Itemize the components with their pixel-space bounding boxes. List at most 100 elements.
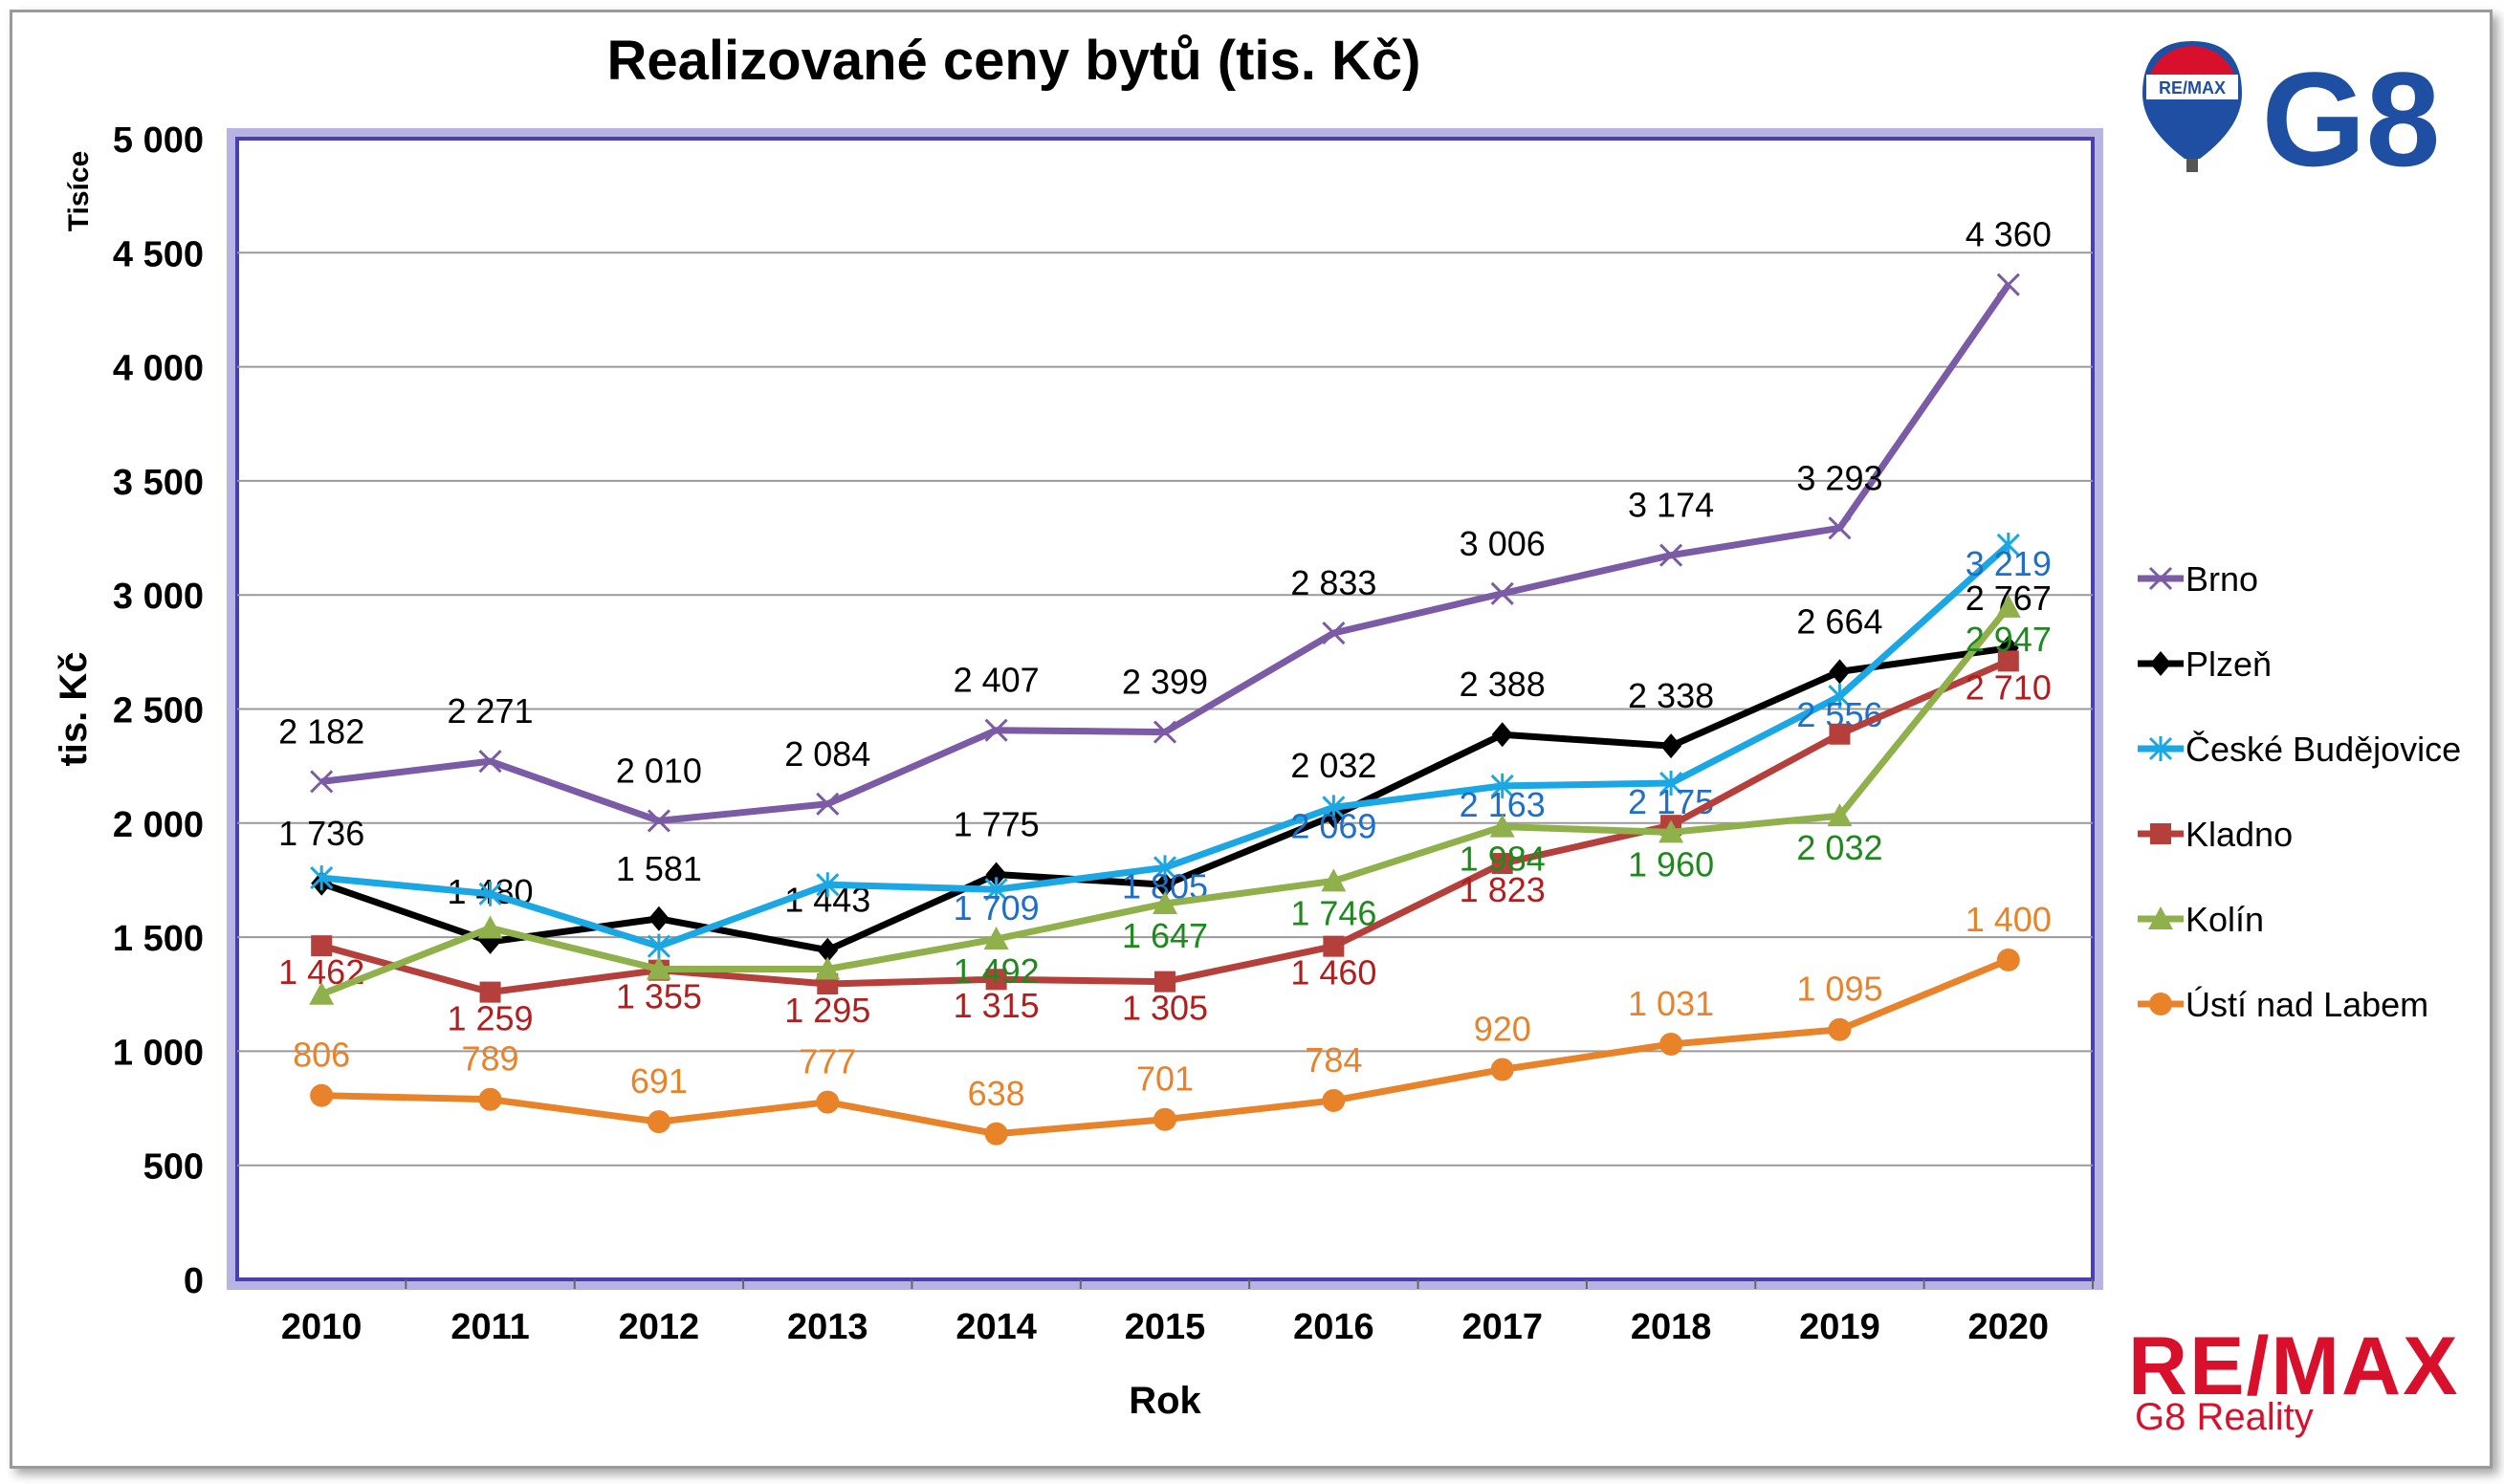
data-label: 784 bbox=[1305, 1040, 1362, 1080]
data-point bbox=[647, 1110, 670, 1134]
data-point bbox=[647, 933, 670, 959]
data-point bbox=[1153, 855, 1177, 881]
data-point bbox=[1154, 971, 1175, 993]
data-point bbox=[2148, 906, 2173, 929]
x-tick-label: 2012 bbox=[619, 1307, 700, 1347]
data-point bbox=[479, 981, 501, 1003]
data-label: 1 960 bbox=[1628, 844, 1714, 884]
x-tick-label: 2014 bbox=[955, 1307, 1037, 1347]
data-point bbox=[1996, 948, 2020, 971]
data-point bbox=[310, 865, 334, 891]
data-label: 789 bbox=[462, 1039, 519, 1079]
chart-title: Realizované ceny bytů (tis. Kč) bbox=[606, 30, 1421, 92]
data-point bbox=[477, 915, 503, 939]
data-point bbox=[1153, 720, 1177, 744]
data-label: 3 174 bbox=[1628, 486, 1714, 525]
data-point bbox=[1996, 532, 2020, 557]
y-axis-unit-label: Tisíce bbox=[63, 151, 95, 232]
data-label: 691 bbox=[630, 1061, 688, 1101]
data-point bbox=[1828, 684, 1852, 709]
legend-label: Kolín bbox=[2186, 900, 2264, 939]
data-point bbox=[1322, 1088, 1346, 1112]
y-tick-label: 500 bbox=[143, 1147, 204, 1188]
data-label: 1 736 bbox=[278, 814, 364, 853]
data-point bbox=[1490, 1058, 1514, 1081]
y-tick-label: 1 500 bbox=[113, 919, 204, 959]
data-point bbox=[1153, 1107, 1176, 1131]
data-point bbox=[816, 1090, 840, 1114]
data-label: 920 bbox=[1474, 1009, 1531, 1048]
legend-label: České Budějovice bbox=[2186, 730, 2461, 769]
y-tick-label: 3 500 bbox=[113, 463, 204, 503]
data-point bbox=[647, 809, 670, 833]
data-label: 1 305 bbox=[1122, 989, 1208, 1028]
data-label: 638 bbox=[968, 1074, 1025, 1113]
x-tick-label: 2015 bbox=[1125, 1307, 1206, 1347]
data-label: 4 360 bbox=[1966, 215, 2052, 254]
data-label: 2 084 bbox=[784, 734, 870, 774]
data-label: 2 399 bbox=[1122, 663, 1208, 702]
data-point bbox=[2148, 566, 2173, 591]
data-point bbox=[309, 981, 335, 1005]
data-label: 1 984 bbox=[1460, 840, 1546, 879]
data-point bbox=[1322, 621, 1346, 645]
data-point bbox=[310, 770, 334, 794]
data-point bbox=[2148, 736, 2173, 761]
x-tick-label: 2018 bbox=[1631, 1307, 1712, 1347]
data-point bbox=[478, 1087, 502, 1111]
data-point bbox=[1323, 935, 1345, 957]
data-point bbox=[1659, 543, 1683, 567]
data-label: 2 069 bbox=[1290, 806, 1376, 845]
data-label: 2 271 bbox=[447, 691, 533, 731]
x-tick-label: 2010 bbox=[281, 1307, 362, 1347]
data-label: 1 315 bbox=[954, 986, 1040, 1025]
data-label: 1 746 bbox=[1290, 893, 1376, 932]
plot-area-shadow bbox=[227, 128, 2103, 1290]
logo-badge-text: RE/MAX bbox=[2159, 78, 2226, 98]
data-point bbox=[2150, 651, 2171, 676]
data-point bbox=[648, 906, 670, 931]
y-tick-label: 4 500 bbox=[113, 234, 204, 274]
data-point bbox=[985, 862, 1007, 887]
data-point bbox=[646, 956, 671, 980]
y-tick-label: 2 500 bbox=[113, 691, 204, 731]
data-label: 2 032 bbox=[1796, 828, 1882, 867]
y-tick-label: 1 000 bbox=[113, 1033, 204, 1073]
data-point bbox=[1995, 594, 2021, 618]
data-label: 2 338 bbox=[1628, 676, 1714, 715]
data-point bbox=[816, 792, 840, 816]
data-point bbox=[1997, 650, 2019, 672]
data-label: 1 647 bbox=[1122, 916, 1208, 955]
data-point bbox=[1322, 795, 1346, 820]
data-point bbox=[1827, 803, 1853, 827]
data-point bbox=[2149, 993, 2172, 1015]
data-label: 777 bbox=[799, 1042, 856, 1081]
data-point bbox=[817, 937, 839, 963]
data-point bbox=[1658, 819, 1684, 843]
data-point bbox=[478, 750, 502, 774]
data-label: 1 823 bbox=[1460, 870, 1546, 909]
data-point bbox=[984, 718, 1008, 742]
data-point bbox=[1321, 868, 1347, 892]
y-tick-label: 5 000 bbox=[113, 120, 204, 161]
remax-g8-logo: RE/MAX G8 bbox=[2142, 41, 2440, 189]
y-axis-title: tis. Kč bbox=[53, 651, 95, 766]
data-label: 2 407 bbox=[954, 661, 1040, 700]
legend-label: Kladno bbox=[2186, 815, 2293, 854]
y-tick-label: 3 000 bbox=[113, 577, 204, 617]
legend-label: Ústí nad Labem bbox=[2186, 985, 2428, 1024]
data-point bbox=[1996, 273, 2020, 296]
data-label: 1 095 bbox=[1796, 970, 1882, 1009]
data-label: 2 388 bbox=[1460, 665, 1546, 704]
data-point bbox=[1828, 1017, 1852, 1041]
y-tick-label: 2 000 bbox=[113, 805, 204, 845]
x-tick-label: 2016 bbox=[1293, 1307, 1374, 1347]
data-label: 1 295 bbox=[784, 991, 870, 1030]
data-point bbox=[478, 881, 502, 906]
x-axis-title: Rok bbox=[1129, 1380, 1201, 1422]
data-label: 3 006 bbox=[1460, 524, 1546, 563]
data-label: 1 709 bbox=[954, 888, 1040, 928]
data-label: 2 664 bbox=[1796, 601, 1882, 641]
x-tick-label: 2011 bbox=[450, 1307, 529, 1347]
data-point bbox=[1659, 771, 1683, 797]
